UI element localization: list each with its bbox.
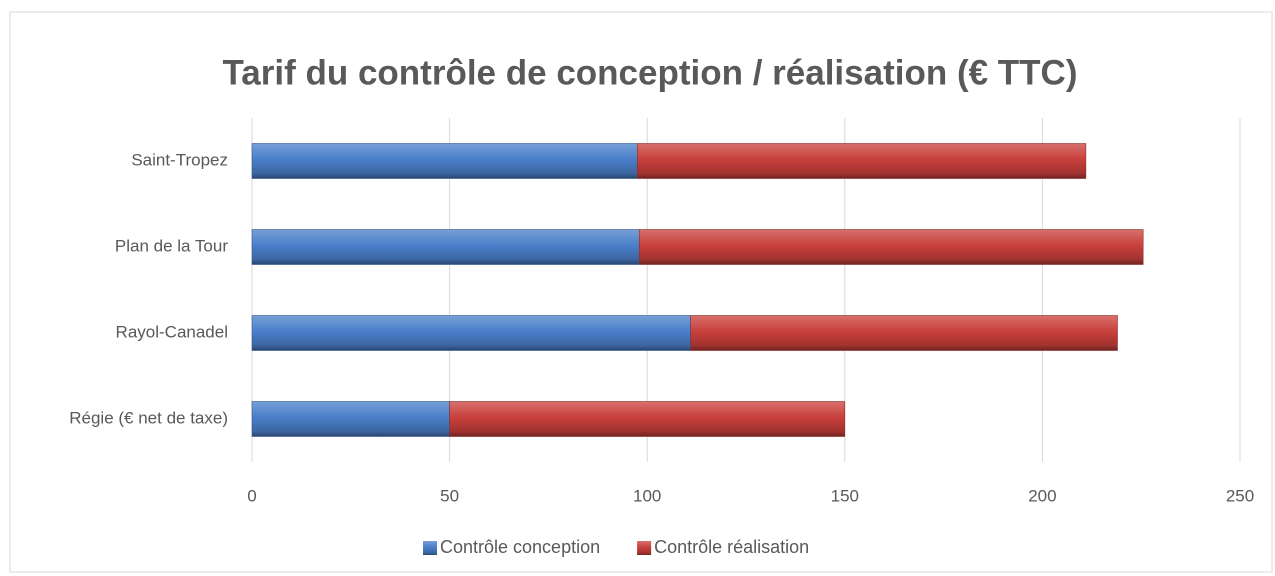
bar xyxy=(449,401,846,437)
bar xyxy=(690,315,1118,351)
bar xyxy=(638,229,1144,265)
bar xyxy=(251,229,640,265)
chart-title: Tarif du contrôle de conception / réalis… xyxy=(223,53,1078,92)
legend-swatch xyxy=(637,541,652,555)
legend-label: Contrôle réalisation xyxy=(654,537,809,557)
x-tick-label: 200 xyxy=(1028,486,1056,505)
bar xyxy=(251,401,450,437)
x-tick-label: 250 xyxy=(1226,486,1254,505)
bar xyxy=(251,143,638,179)
legend-label: Contrôle conception xyxy=(440,537,600,557)
chart-border xyxy=(9,11,1273,573)
x-tick-label: 0 xyxy=(247,486,256,505)
x-tick-label: 50 xyxy=(440,486,459,505)
legend-swatch xyxy=(423,541,437,555)
bar xyxy=(251,315,691,351)
y-tick-label: Saint-Tropez xyxy=(131,150,228,169)
x-tick-label: 100 xyxy=(633,486,661,505)
y-tick-label: Régie (€ net de taxe) xyxy=(69,408,228,427)
y-tick-label: Rayol-Canadel xyxy=(116,322,228,341)
y-tick-label: Plan de la Tour xyxy=(115,236,228,255)
x-tick-label: 150 xyxy=(831,486,859,505)
bar xyxy=(637,143,1087,179)
